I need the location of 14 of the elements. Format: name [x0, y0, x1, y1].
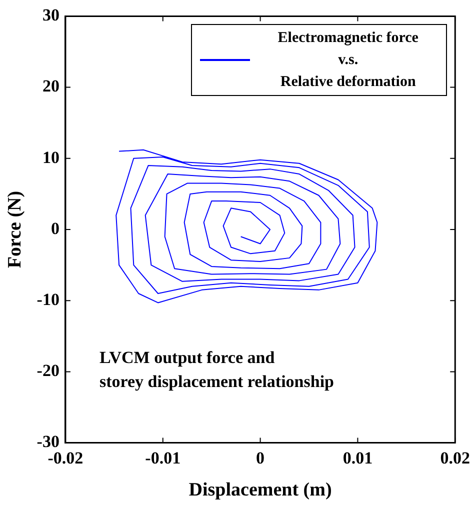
y-tick-label: -20: [36, 361, 60, 380]
x-tick-label: -0.01: [145, 448, 181, 468]
annotation: LVCM output force and storey displacement relationship: [99, 348, 334, 391]
y-tick-label: 10: [42, 148, 60, 167]
x-axis-title: Displacement (m): [188, 480, 332, 501]
y-tick-label: -10: [36, 290, 60, 309]
x-tick-label: 0: [256, 448, 265, 468]
x-tick-label: 0.01: [342, 448, 373, 468]
legend-label: Electromagnetic force v.s. Relative deformation: [276, 29, 420, 92]
y-axis-title: Force (N): [4, 190, 26, 268]
y-tick-label: 20: [42, 76, 60, 96]
y-tick-label: 0: [50, 218, 60, 238]
x-tick-label: 0.02: [440, 448, 470, 468]
y-tick-label: 30: [42, 6, 60, 25]
